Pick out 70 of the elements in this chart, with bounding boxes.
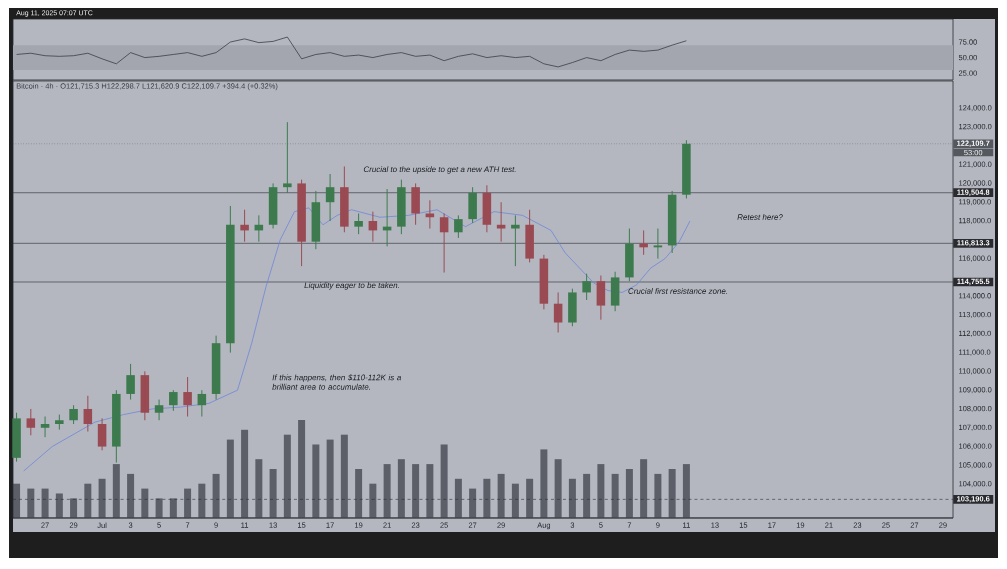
bar [340, 434, 348, 518]
bar [198, 483, 206, 518]
candlestick [126, 363, 135, 401]
candlestick [582, 273, 591, 301]
bar [98, 478, 106, 518]
candlestick [354, 212, 363, 235]
candlestick [568, 288, 577, 327]
bar [640, 459, 648, 518]
bar [469, 488, 477, 518]
bar [540, 449, 548, 518]
candlestick [625, 228, 634, 282]
bar [526, 478, 534, 518]
bar [497, 473, 505, 518]
bar [55, 493, 63, 518]
bar [226, 439, 234, 518]
candlestick [468, 186, 477, 224]
bar [127, 473, 135, 518]
bar [326, 439, 334, 518]
candlestick [511, 214, 520, 267]
bar [355, 468, 363, 518]
bar [141, 488, 149, 518]
bar [255, 459, 263, 518]
bar [412, 464, 420, 518]
candlestick [397, 179, 406, 235]
candlestick [69, 404, 78, 425]
bar [369, 483, 377, 518]
candlestick [283, 121, 292, 194]
bar [397, 459, 405, 518]
bar [27, 488, 35, 518]
bar [568, 478, 576, 518]
bar [112, 464, 120, 518]
bar [155, 498, 163, 518]
candlestick [112, 389, 121, 464]
bar [169, 498, 177, 518]
bar [269, 468, 277, 518]
candlestick [411, 182, 420, 226]
candlestick [682, 139, 691, 199]
bar [625, 468, 633, 518]
candlestick [183, 376, 192, 417]
bar [511, 483, 519, 518]
bar [611, 473, 619, 518]
bar [298, 419, 306, 518]
bar [597, 464, 605, 518]
bar [41, 488, 49, 518]
bar [583, 473, 591, 518]
bar [84, 483, 92, 518]
bar [554, 459, 562, 518]
line-series [16, 36, 687, 68]
bar [426, 464, 434, 518]
bar [184, 488, 192, 518]
bar [654, 473, 662, 518]
bar [283, 434, 291, 518]
candlestick [226, 205, 235, 354]
bar [483, 478, 491, 518]
bar [70, 498, 78, 518]
bar [312, 444, 320, 518]
candlestick [55, 414, 64, 431]
bar [212, 473, 220, 518]
candlestick [340, 166, 349, 233]
candlestick [454, 214, 463, 239]
bar [383, 464, 391, 518]
candlestick [12, 412, 21, 463]
bar [668, 468, 676, 518]
candlestick [169, 389, 178, 412]
bar [440, 444, 448, 518]
candlestick [297, 179, 306, 267]
bar [682, 464, 690, 518]
bar [454, 478, 462, 518]
bar [241, 429, 249, 518]
candlestick [525, 209, 534, 263]
